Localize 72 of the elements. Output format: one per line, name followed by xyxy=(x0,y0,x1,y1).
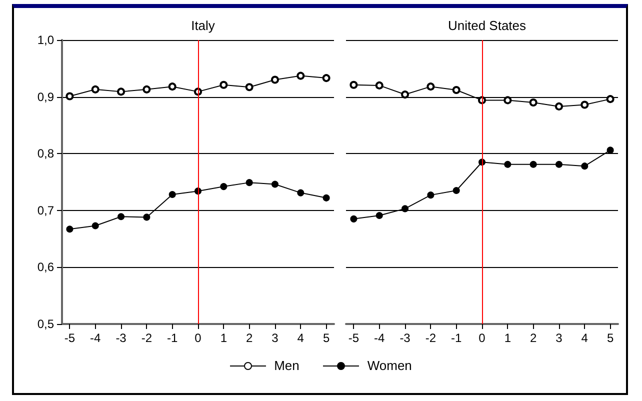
point xyxy=(91,85,100,94)
point xyxy=(504,160,512,168)
x-tick-label: 5 xyxy=(322,331,330,345)
x-tick-label: -2 xyxy=(425,331,436,345)
y-tick-label: 1,0 xyxy=(37,33,54,47)
point xyxy=(452,86,460,94)
point xyxy=(270,76,279,84)
x-tick-label: 2 xyxy=(246,331,253,345)
x-tick-label: 2 xyxy=(530,331,537,345)
point xyxy=(350,80,358,89)
y-tick-label: 0,8 xyxy=(37,146,54,161)
point xyxy=(375,81,384,90)
legend-label: Women xyxy=(367,358,412,373)
x-tick-label: 1 xyxy=(220,331,228,345)
point xyxy=(271,180,278,188)
point xyxy=(322,74,330,82)
x-tick-label: 1 xyxy=(504,331,512,345)
x-tick-label: -2 xyxy=(141,331,152,345)
point xyxy=(427,192,434,199)
point xyxy=(142,85,151,94)
x-tick-label: 3 xyxy=(272,331,279,345)
chart-title: United States xyxy=(448,18,527,33)
legend-label: Men xyxy=(274,358,300,373)
x-tick-label: -5 xyxy=(64,331,76,345)
point xyxy=(322,194,330,202)
point xyxy=(529,98,538,106)
point xyxy=(580,100,589,109)
point xyxy=(452,187,460,194)
x-tick-label: 3 xyxy=(556,331,563,345)
y-tick-label: 0,7 xyxy=(37,203,54,218)
point xyxy=(245,83,254,92)
point xyxy=(168,82,176,91)
point xyxy=(376,212,383,220)
x-tick-label: 4 xyxy=(297,331,304,345)
x-tick-label: -4 xyxy=(374,331,386,345)
point xyxy=(220,183,228,190)
x-tick-label: -1 xyxy=(451,331,462,345)
point xyxy=(66,226,74,233)
x-tick-label: -5 xyxy=(348,331,360,345)
point xyxy=(168,190,176,198)
point xyxy=(296,72,305,80)
point xyxy=(426,82,435,91)
point xyxy=(92,222,99,230)
x-tick-label: 0 xyxy=(194,331,202,345)
point xyxy=(581,162,588,170)
point xyxy=(220,80,228,89)
point xyxy=(402,205,409,212)
point xyxy=(297,189,304,196)
point xyxy=(401,90,410,99)
y-tick-label: 0,9 xyxy=(37,90,54,104)
x-tick-label: -3 xyxy=(116,331,127,345)
point xyxy=(117,88,126,96)
y-tick-label: 0,5 xyxy=(37,317,54,331)
y-tick-label: 0,6 xyxy=(37,260,54,274)
x-tick-label: 4 xyxy=(581,331,588,345)
point xyxy=(143,214,150,221)
x-tick-label: -4 xyxy=(90,331,102,345)
point xyxy=(118,213,125,220)
chart-title: Italy xyxy=(191,18,216,33)
point xyxy=(530,160,537,168)
x-tick-label: 5 xyxy=(606,331,614,345)
x-tick-label: -3 xyxy=(400,331,411,345)
point xyxy=(606,95,614,104)
x-tick-label: -1 xyxy=(167,331,178,345)
point xyxy=(606,146,614,154)
point xyxy=(555,160,562,168)
point xyxy=(350,215,358,222)
point xyxy=(246,179,253,186)
x-tick-label: 0 xyxy=(478,331,486,345)
point xyxy=(504,96,512,104)
point xyxy=(554,102,563,110)
point xyxy=(66,92,74,100)
